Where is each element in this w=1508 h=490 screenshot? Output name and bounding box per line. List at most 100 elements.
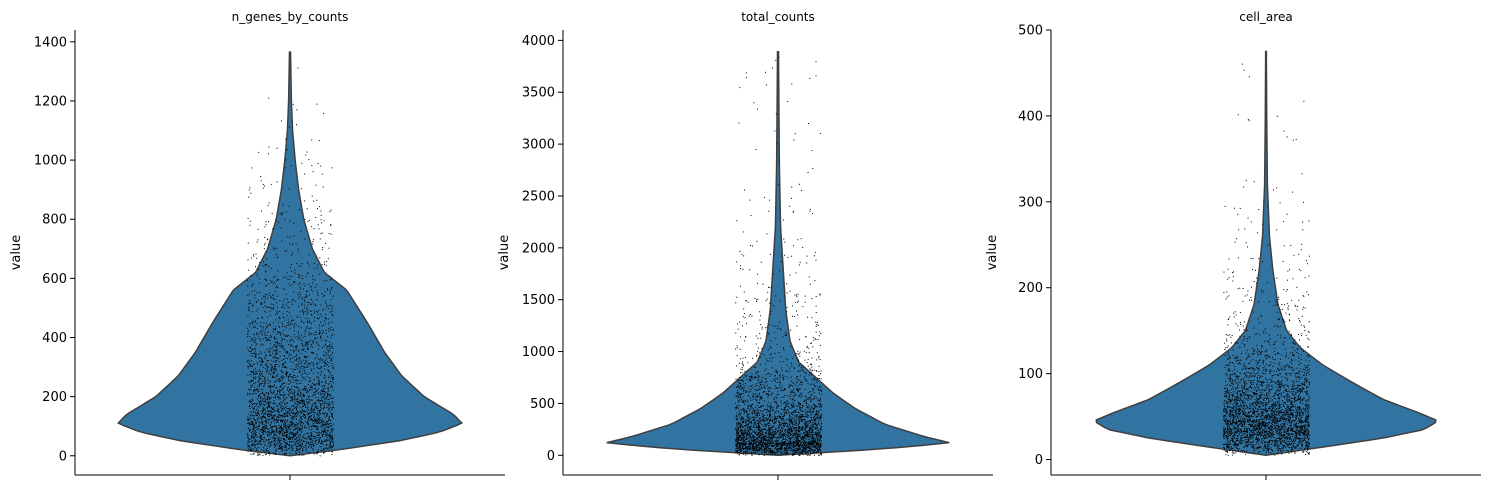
data-point — [297, 332, 299, 334]
data-point — [792, 411, 794, 413]
data-point — [778, 184, 780, 186]
data-point — [276, 405, 278, 407]
data-point — [317, 313, 319, 315]
data-point — [805, 449, 807, 451]
data-point — [288, 427, 290, 429]
data-point — [794, 400, 796, 402]
data-point — [745, 390, 747, 392]
data-point — [770, 408, 772, 410]
data-point — [283, 407, 285, 409]
data-point — [816, 379, 818, 381]
data-point — [304, 415, 306, 417]
data-point — [299, 286, 301, 288]
data-point — [785, 411, 787, 413]
data-point — [316, 432, 318, 434]
data-point — [769, 324, 771, 326]
data-point — [283, 396, 285, 398]
data-point — [309, 398, 311, 400]
data-point — [321, 433, 323, 435]
data-point — [308, 402, 310, 404]
data-point — [308, 328, 310, 330]
data-point — [750, 448, 752, 450]
data-point — [293, 235, 295, 237]
data-point — [747, 445, 749, 447]
data-point — [765, 433, 767, 435]
data-point — [304, 440, 306, 442]
data-point — [248, 306, 250, 308]
data-point — [749, 448, 751, 450]
data-point — [813, 392, 815, 394]
data-point — [320, 214, 322, 216]
data-point — [311, 290, 313, 292]
data-point — [820, 394, 822, 396]
data-point — [300, 402, 302, 404]
data-point — [305, 444, 307, 446]
data-point — [263, 427, 265, 429]
data-point — [277, 440, 279, 442]
data-point — [264, 334, 266, 336]
data-point — [289, 220, 291, 222]
data-point — [289, 421, 291, 423]
data-point — [326, 444, 328, 446]
data-point — [294, 272, 296, 274]
data-point — [318, 410, 320, 412]
data-point — [753, 416, 755, 418]
data-point — [309, 377, 311, 379]
data-point — [252, 407, 254, 409]
data-point — [331, 365, 333, 367]
data-point — [773, 401, 775, 403]
data-point — [782, 432, 784, 434]
data-point — [328, 382, 330, 384]
data-point — [274, 410, 276, 412]
data-point — [331, 305, 333, 307]
data-point — [308, 426, 310, 428]
data-point — [791, 398, 793, 400]
data-point — [278, 403, 280, 405]
data-point — [316, 311, 318, 313]
data-point — [259, 340, 261, 342]
data-point — [269, 413, 271, 415]
data-point — [769, 429, 771, 431]
data-point — [738, 122, 740, 124]
data-point — [786, 449, 788, 451]
data-point — [297, 443, 299, 445]
data-point — [790, 412, 792, 414]
data-point — [251, 379, 253, 381]
data-point — [332, 413, 334, 415]
data-point — [275, 428, 277, 430]
data-point — [300, 424, 302, 426]
data-point — [751, 432, 753, 434]
data-point — [295, 408, 297, 410]
data-point — [332, 376, 334, 378]
data-point — [247, 332, 249, 334]
data-point — [270, 324, 272, 326]
data-point — [806, 424, 808, 426]
data-point — [742, 431, 744, 433]
data-point — [807, 451, 809, 453]
data-point — [748, 443, 750, 444]
data-point — [258, 454, 260, 456]
data-point — [295, 380, 296, 382]
data-point — [295, 369, 297, 371]
data-point — [330, 429, 332, 431]
data-point — [276, 341, 278, 343]
data-point — [290, 368, 292, 370]
data-point — [253, 437, 255, 439]
data-point — [301, 374, 303, 376]
data-point — [814, 398, 816, 399]
data-point — [758, 434, 760, 436]
data-point — [266, 440, 268, 442]
data-point — [317, 422, 319, 424]
data-point — [281, 240, 283, 242]
data-point — [796, 418, 798, 420]
data-point — [260, 404, 262, 406]
data-point — [277, 445, 279, 447]
data-point — [807, 450, 809, 452]
data-point — [253, 364, 255, 365]
data-point — [777, 405, 779, 407]
data-point — [269, 389, 271, 391]
data-point — [743, 409, 745, 411]
data-point — [791, 83, 793, 85]
data-point — [293, 341, 295, 343]
y-tick-label: 1400 — [34, 35, 67, 50]
